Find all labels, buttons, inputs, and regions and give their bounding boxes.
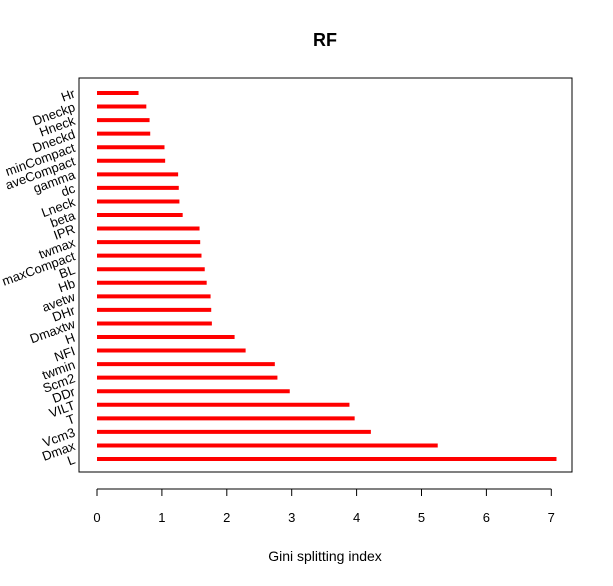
category-labels: LDmaxVcm3TVILTDDrScm2twminNFIHDmaxtwDHra…	[0, 85, 78, 468]
category-label-IPR: IPR	[52, 221, 77, 243]
category-label-BL: BL	[57, 262, 77, 282]
x-tick-label-7: 7	[548, 510, 555, 525]
x-tick-label-6: 6	[483, 510, 490, 525]
x-axis: 0 1 2 3 4 5 6 7	[93, 488, 555, 525]
chart-title: RF	[313, 30, 337, 50]
x-tick-label-5: 5	[418, 510, 425, 525]
x-tick-label-1: 1	[158, 510, 165, 525]
x-tick-label-0: 0	[93, 510, 100, 525]
x-tick-label-4: 4	[353, 510, 360, 525]
x-tick-label-3: 3	[288, 510, 295, 525]
bars-group	[97, 91, 557, 461]
category-label-L: L	[65, 452, 77, 469]
x-tick-label-2: 2	[223, 510, 230, 525]
category-label-dc: dc	[59, 180, 78, 199]
plot-area-frame	[78, 77, 573, 473]
category-label-NFI: NFI	[52, 343, 77, 364]
category-label-Hr: Hr	[59, 85, 78, 104]
category-label-Hb: Hb	[56, 276, 77, 296]
x-axis-label: Gini splitting index	[268, 548, 382, 564]
